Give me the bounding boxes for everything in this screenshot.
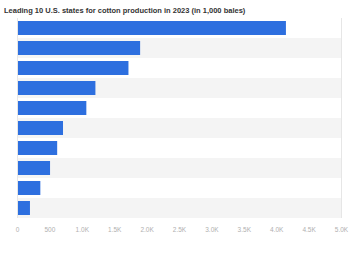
svg-text:5.0K: 5.0K: [335, 226, 349, 233]
svg-text:4.5K: 4.5K: [302, 226, 316, 233]
svg-text:2.0K: 2.0K: [140, 226, 154, 233]
svg-text:3.5K: 3.5K: [238, 226, 252, 233]
svg-text:1.0K: 1.0K: [76, 226, 90, 233]
svg-text:500: 500: [44, 226, 55, 233]
svg-text:0: 0: [16, 226, 20, 233]
svg-text:3.0K: 3.0K: [205, 226, 219, 233]
svg-text:2.5K: 2.5K: [173, 226, 187, 233]
svg-text:1.5K: 1.5K: [108, 226, 122, 233]
html-text:Leading 10 U.S. states for cot: Leading 10 U.S. states for cotton produc…: [4, 6, 246, 15]
svg-text:4.0K: 4.0K: [270, 226, 284, 233]
